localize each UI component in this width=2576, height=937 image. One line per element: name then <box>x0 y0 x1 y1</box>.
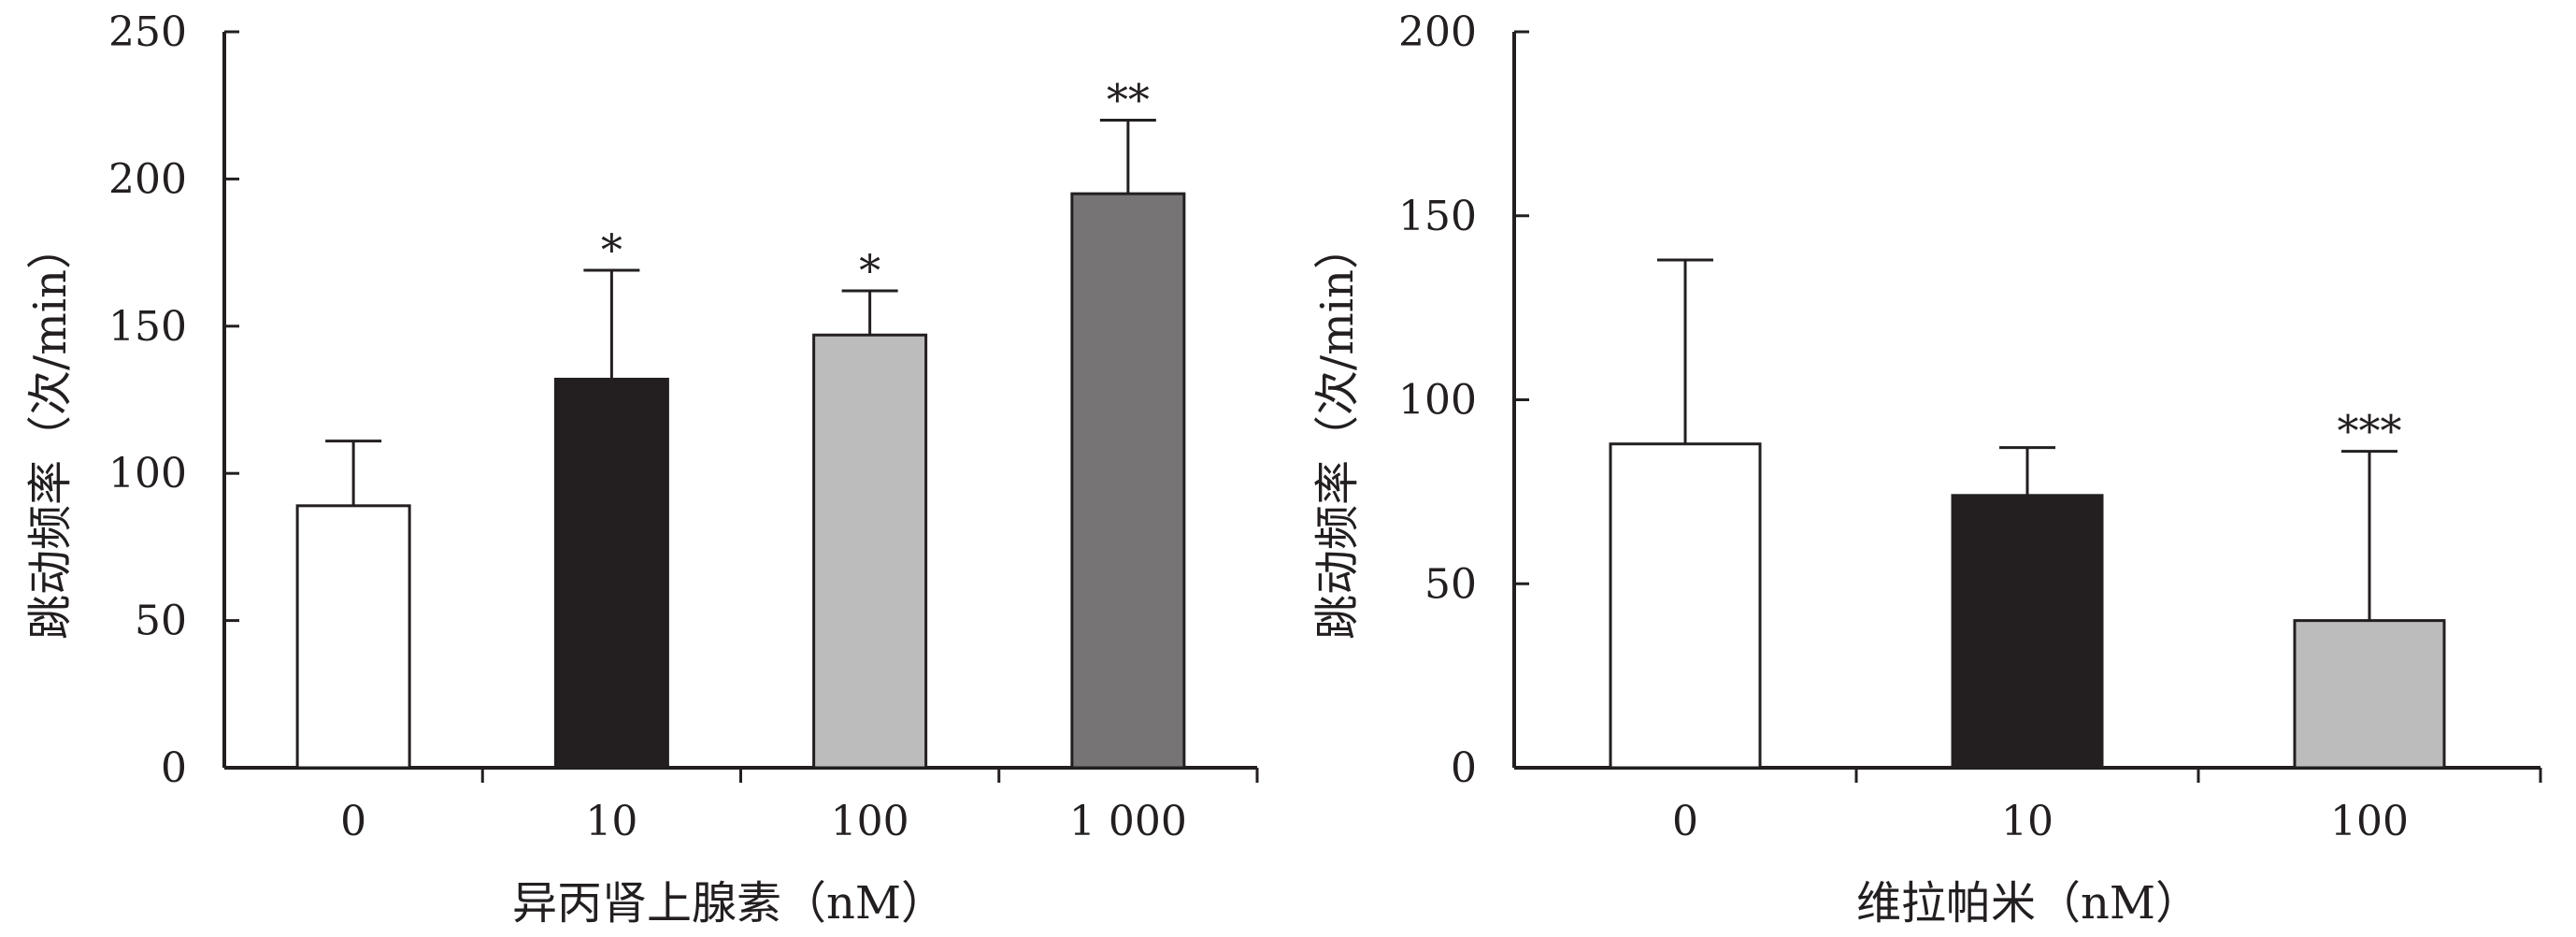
y-tick-label: 150 <box>1398 193 1477 240</box>
y-tick-label: 50 <box>1424 560 1477 608</box>
y-tick-label: 200 <box>1398 8 1477 56</box>
y-axis-title: 跳动频率（次/min） <box>24 224 77 640</box>
bar <box>1609 442 1762 770</box>
x-tick-label: 100 <box>2330 798 2409 845</box>
x-tick-label: 10 <box>585 798 637 845</box>
x-tick-label: 0 <box>340 798 366 845</box>
y-tick-label: 0 <box>1451 744 1477 792</box>
bar <box>295 504 411 770</box>
y-tick-label: 200 <box>108 155 187 203</box>
x-axis-title: 异丙肾上腺素（nM） <box>512 877 946 930</box>
y-axis-title: 跳动频率（次/min） <box>1311 224 1364 640</box>
y-tick-label: 100 <box>1398 377 1477 425</box>
y-tick-label: 50 <box>135 598 187 645</box>
y-tick-label: 0 <box>161 744 187 792</box>
significance-label: * <box>601 224 623 275</box>
significance-label: *** <box>2338 406 2402 456</box>
bar <box>1951 494 2104 770</box>
bar <box>553 377 669 770</box>
x-tick-label: 100 <box>831 798 909 845</box>
x-axis-title: 维拉帕米（nM） <box>1856 877 2200 930</box>
x-tick-label: 10 <box>2001 798 2054 845</box>
significance-label: * <box>859 245 880 296</box>
y-tick-label: 150 <box>108 303 187 351</box>
chart-right: 跳动频率（次/min） 维拉帕米（nM） 0 50 100 150 200 0 10 *** 1… <box>1311 8 2542 930</box>
bar <box>1070 192 1186 770</box>
y-tick-label: 100 <box>108 450 187 497</box>
x-tick-label: 1 000 <box>1069 798 1187 845</box>
bar <box>2293 619 2446 770</box>
bar <box>812 333 928 770</box>
y-tick-label: 250 <box>108 8 187 56</box>
significance-label: ** <box>1107 74 1150 124</box>
chart-left: 跳动频率（次/min） 异丙肾上腺素（nM） 0 50 100 150 200 250 0 *… <box>24 8 1259 930</box>
x-tick-label: 0 <box>1672 798 1698 845</box>
